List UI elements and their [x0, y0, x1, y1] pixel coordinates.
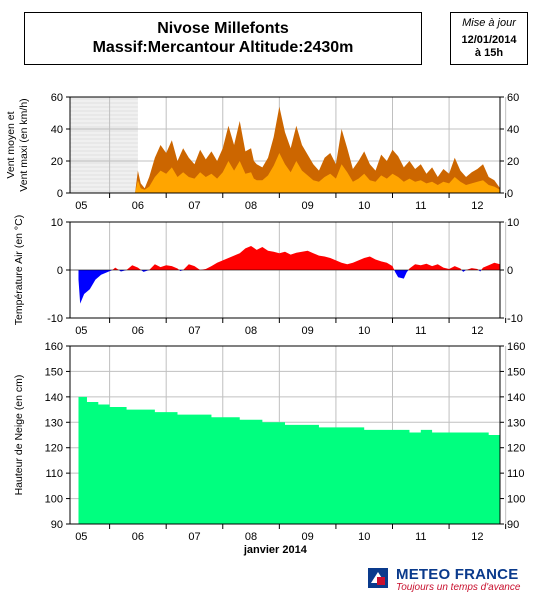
meteo-france-logo: METEO FRANCE Toujours un temps d'avance [368, 566, 536, 594]
tick-label-x: 10 [358, 531, 370, 543]
title-box: Nivose Millefonts Massif:Mercantour Alti… [24, 12, 422, 65]
tick-label-y-right: 140 [507, 392, 525, 404]
tick-label-y-right: 40 [507, 124, 519, 136]
tick-label-x: 07 [188, 200, 200, 212]
update-label: Mise à jour [462, 17, 516, 29]
station-title: Nivose Millefonts [157, 20, 289, 37]
tick-label-y-left: 60 [51, 92, 63, 104]
tick-label-x: 07 [188, 531, 200, 543]
tick-label-y-right: 0 [507, 265, 513, 277]
station-subtitle: Massif:Mercantour Altitude:2430m [92, 39, 354, 56]
tick-label-x: 09 [302, 531, 314, 543]
tick-label-x: 11 [415, 200, 426, 212]
tick-label-y-left: 0 [57, 188, 63, 200]
tick-label-x: 08 [245, 325, 257, 337]
tick-label-x: 05 [75, 531, 87, 543]
tick-label-y-right: 100 [507, 494, 525, 506]
tick-label-x: 10 [358, 200, 370, 212]
axis-label-y: Hauteur de Neige (en cm) [13, 375, 25, 496]
tick-label-x: 08 [245, 200, 257, 212]
tick-label-y-left: 100 [45, 494, 63, 506]
tick-label-y-right: 110 [507, 468, 525, 480]
tick-label-y-right: 160 [507, 341, 525, 353]
tick-label-y-right: 20 [507, 156, 519, 168]
tick-label-y-left: 40 [51, 124, 63, 136]
update-time: à 15h [474, 47, 504, 59]
tick-label-x: 05 [75, 325, 87, 337]
tick-label-y-left: 0 [57, 265, 63, 277]
tick-label-y-left: 150 [45, 366, 63, 378]
tick-label-y-right: 10 [507, 217, 519, 229]
wind-mean-series [135, 153, 500, 193]
tick-label-x: 10 [358, 325, 370, 337]
tick-label-y-right: 90 [507, 519, 519, 531]
plot-frame [69, 345, 501, 525]
tick-label-y-left: 130 [45, 417, 63, 429]
tick-label-y-left: -10 [47, 313, 63, 325]
update-box: Mise à jour 12/01/2014 à 15h [450, 12, 528, 65]
axis-label-y: Vent maxi (en km/h) [18, 98, 30, 191]
tick-label-x: 12 [471, 325, 483, 337]
tick-label-y-right: 60 [507, 92, 519, 104]
chart-panel-3: 90 90 100 100 110 110 120 120 130 130 140 140 150 150… [13, 341, 525, 556]
update-date: 12/01/2014 [461, 34, 517, 46]
plot-frame [69, 96, 501, 194]
tick-label-x: 09 [302, 200, 314, 212]
snow-depth-series [78, 396, 500, 524]
chart-panel-2: -10 -10 0 0 10 10 05 06 07 08 09 10 11 12 Température … [13, 215, 523, 337]
chart-panel-1: 0 0 20 20 40 40 60 60 05 06 07 08 09 10 11 12 Vent moyen… [5, 92, 519, 212]
tick-label-x: 12 [471, 531, 483, 543]
axis-label-x: janvier 2014 [243, 544, 308, 556]
axis-label-y: Vent moyen et [5, 111, 17, 178]
tick-label-x: 06 [132, 531, 144, 543]
tick-label-x: 07 [188, 325, 200, 337]
tick-label-x: 11 [415, 325, 426, 337]
tick-label-y-right: -10 [507, 313, 523, 325]
tick-label-y-left: 160 [45, 341, 63, 353]
tick-label-y-right: 130 [507, 417, 525, 429]
tick-label-x: 09 [302, 325, 314, 337]
tick-label-y-left: 10 [51, 217, 63, 229]
tick-label-y-left: 120 [45, 443, 63, 455]
tick-label-y-left: 90 [51, 519, 63, 531]
axis-label-y: Température Air (en °C) [13, 215, 25, 325]
tick-label-y-right: 120 [507, 443, 525, 455]
logo-slogan: Toujours un temps d'avance [396, 582, 521, 593]
tick-label-x: 05 [75, 200, 87, 212]
tick-label-x: 12 [471, 200, 483, 212]
tick-label-x: 11 [415, 531, 426, 543]
tick-label-y-right: 150 [507, 366, 525, 378]
tick-label-y-left: 110 [45, 468, 63, 480]
tick-label-x: 08 [245, 531, 257, 543]
tick-label-x: 06 [132, 200, 144, 212]
tick-label-x: 06 [132, 325, 144, 337]
tick-label-y-left: 20 [51, 156, 63, 168]
logo-name: METEO FRANCE [396, 566, 519, 583]
tick-label-y-left: 140 [45, 392, 63, 404]
meteo-france-logo-icon [368, 568, 388, 588]
temperature-positive-series [78, 246, 500, 270]
tick-label-y-right: 0 [507, 188, 513, 200]
